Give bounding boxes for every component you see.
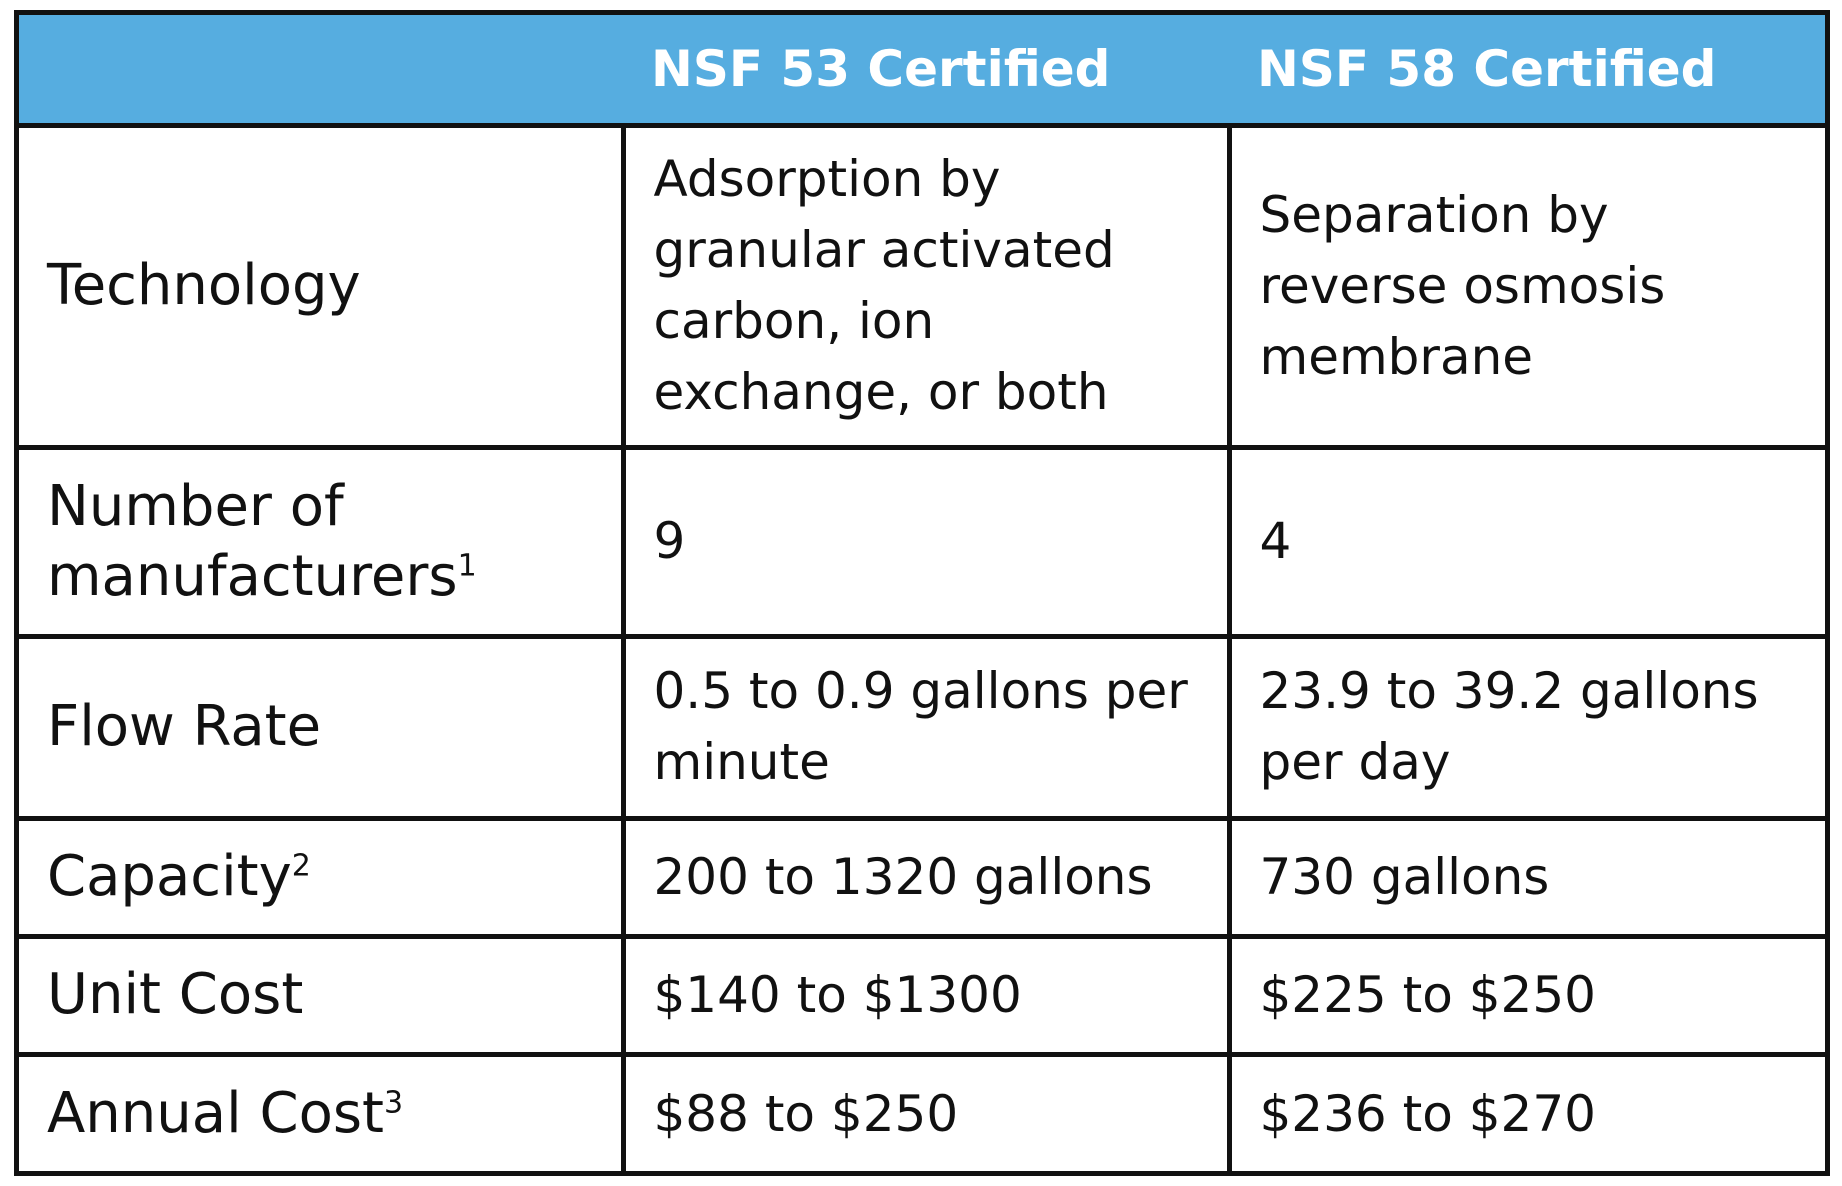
- table-row-unit-cost: Unit Cost $140 to $1300 $225 to $250: [19, 933, 1825, 1057]
- cell-annual-cost-nsf53: $88 to $250: [620, 1051, 1232, 1172]
- cell-capacity-nsf58: 730 gallons: [1226, 815, 1825, 939]
- header-empty-cell: [19, 15, 623, 128]
- table-row-flow-rate: Flow Rate 0.5 to 0.9 gallons per minute …: [19, 633, 1825, 821]
- cell-unit-cost-nsf53: $140 to $1300: [620, 933, 1232, 1057]
- header-row: NSF 53 Certified NSF 58 Certified: [19, 15, 1825, 128]
- row-label-technology: Technology: [19, 122, 626, 450]
- cell-unit-cost-nsf58: $225 to $250: [1226, 933, 1825, 1057]
- row-label-capacity: Capacity2: [19, 815, 626, 939]
- cell-annual-cost-nsf58: $236 to $270: [1226, 1051, 1825, 1172]
- cell-flow-rate-nsf53: 0.5 to 0.9 gallons per minute: [620, 633, 1232, 821]
- cell-manufacturers-nsf53: 9: [620, 444, 1232, 639]
- comparison-table-container: NSF 53 Certified NSF 58 Certified Techno…: [14, 10, 1830, 1176]
- row-label-text: Capacity: [47, 844, 292, 909]
- header-nsf58: NSF 58 Certified: [1229, 15, 1825, 128]
- row-label-text: Technology: [47, 253, 361, 318]
- footnote-marker: 2: [291, 848, 311, 884]
- header-nsf53: NSF 53 Certified: [623, 15, 1229, 128]
- footnote-marker: 3: [383, 1085, 404, 1121]
- table-row-manufacturers: Number of manufacturers1 9 4: [19, 444, 1825, 639]
- table-row-annual-cost: Annual Cost3 $88 to $250 $236 to $270: [19, 1051, 1825, 1172]
- footnote-marker: 1: [457, 547, 477, 583]
- row-label-unit-cost: Unit Cost: [19, 933, 626, 1057]
- cell-flow-rate-nsf58: 23.9 to 39.2 gallons per day: [1226, 633, 1825, 821]
- row-label-annual-cost: Annual Cost3: [19, 1051, 626, 1172]
- row-label-text: Flow Rate: [47, 694, 322, 759]
- cell-capacity-nsf53: 200 to 1320 gallons: [620, 815, 1232, 939]
- table-header: NSF 53 Certified NSF 58 Certified: [19, 15, 1825, 128]
- table-row-capacity: Capacity2 200 to 1320 gallons 730 gallon…: [19, 815, 1825, 939]
- row-label-text: Annual Cost: [47, 1081, 384, 1147]
- cell-technology-nsf53: Adsorption by granular activated carbon,…: [620, 122, 1232, 450]
- cell-technology-nsf58: Separation by reverse osmosis membrane: [1226, 122, 1825, 450]
- row-label-manufacturers: Number of manufacturers1: [19, 444, 626, 639]
- row-label-text: Number of manufacturers: [47, 473, 458, 609]
- cell-manufacturers-nsf58: 4: [1226, 444, 1825, 639]
- table-row-technology: Technology Adsorption by granular activa…: [19, 122, 1825, 450]
- row-label-text: Unit Cost: [47, 962, 304, 1027]
- table-body: Technology Adsorption by granular activa…: [19, 122, 1825, 1172]
- comparison-table: NSF 53 Certified NSF 58 Certified Techno…: [19, 15, 1825, 1172]
- row-label-flow-rate: Flow Rate: [19, 633, 626, 821]
